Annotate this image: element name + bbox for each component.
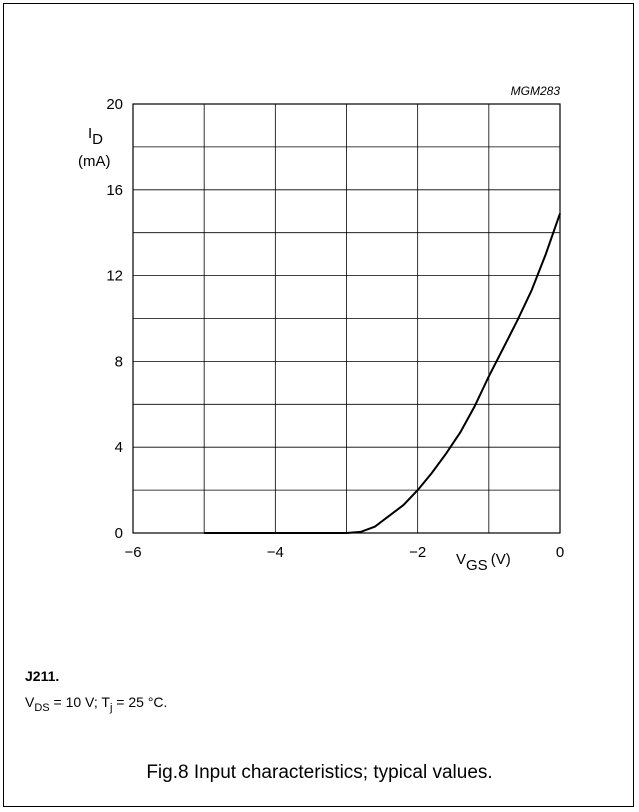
x-tick-label: −4 bbox=[267, 544, 284, 561]
tick-labels: −6 −4 −2 0 0 4 8 12 16 20 bbox=[106, 96, 564, 561]
y-axis-label: ID bbox=[88, 125, 103, 148]
x-axis-label: VGS (V) bbox=[456, 551, 511, 574]
y-tick-label: 8 bbox=[115, 353, 123, 370]
y-tick-label: 16 bbox=[106, 182, 123, 199]
y-tick-label: 4 bbox=[115, 439, 123, 456]
part-number: J211. bbox=[25, 668, 60, 684]
chart-grid bbox=[132, 103, 561, 534]
x-tick-label: −2 bbox=[409, 544, 426, 561]
figure-caption: Fig.8 Input characteristics; typical val… bbox=[146, 762, 493, 783]
y-tick-label: 0 bbox=[115, 525, 123, 542]
figure-frame bbox=[3, 3, 634, 807]
y-tick-label: 20 bbox=[106, 96, 123, 113]
figure-code: MGM283 bbox=[511, 84, 561, 98]
x-tick-label: −6 bbox=[124, 544, 141, 561]
y-axis-unit: (mA) bbox=[78, 153, 111, 170]
test-conditions: VDS = 10 V; Tj = 25 °C. bbox=[25, 694, 168, 714]
series-line bbox=[204, 213, 561, 534]
x-tick-label: 0 bbox=[556, 544, 564, 561]
y-tick-label: 12 bbox=[106, 268, 123, 285]
